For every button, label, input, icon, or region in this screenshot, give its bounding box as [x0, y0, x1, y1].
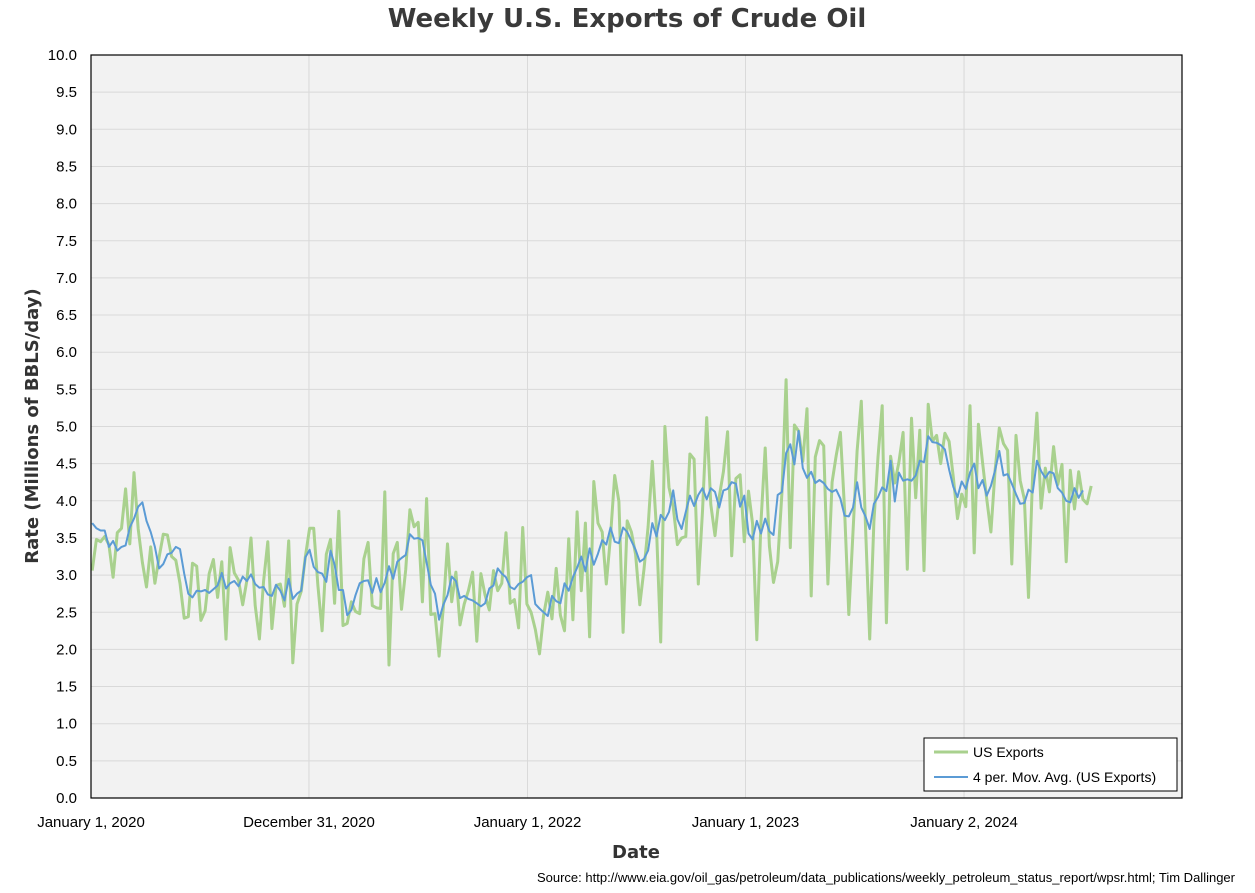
y-tick-label: 7.0: [56, 270, 77, 287]
y-tick-label: 1.0: [56, 716, 77, 733]
x-tick-label: December 31, 2020: [243, 814, 375, 831]
y-tick-label: 3.0: [56, 567, 77, 584]
x-tick-label: January 1, 2020: [37, 814, 145, 831]
y-tick-label: 2.0: [56, 641, 77, 658]
x-tick-label: January 1, 2023: [692, 814, 800, 831]
y-tick-label: 4.5: [56, 456, 77, 473]
legend: US Exports 4 per. Mov. Avg. (US Exports): [923, 737, 1178, 792]
y-tick-label: 4.0: [56, 493, 77, 510]
series-line-moving-average: [91, 430, 1084, 621]
chart-title: Weekly U.S. Exports of Crude Oil: [388, 4, 867, 34]
y-axis-tick-labels: 0.0 0.5 1.0 1.5 2.0 2.5 3.0 3.5 4.0 4.5 5.0 5.5 6.0 6…: [48, 47, 77, 807]
plot-border: [90, 54, 1183, 799]
y-axis-title: Rate (Millions of BBLS/day): [22, 288, 43, 563]
y-tick-label: 8.0: [56, 196, 77, 213]
y-tick-label: 6.0: [56, 344, 77, 361]
y-tick-label: 6.5: [56, 307, 77, 324]
legend-label-us-exports: US Exports: [973, 744, 1044, 760]
y-tick-label: 5.0: [56, 419, 77, 436]
legend-label-moving-average: 4 per. Mov. Avg. (US Exports): [973, 769, 1156, 785]
y-tick-label: 1.5: [56, 679, 77, 696]
y-tick-label: 2.5: [56, 604, 77, 621]
y-tick-label: 7.5: [56, 233, 77, 250]
x-axis-tick-labels: January 1, 2020 December 31, 2020 January …: [37, 814, 1018, 831]
y-tick-label: 10.0: [48, 47, 77, 64]
y-tick-label: 3.5: [56, 530, 77, 547]
y-tick-label: 8.5: [56, 158, 77, 175]
y-tick-label: 0.0: [56, 790, 77, 807]
x-tick-label: January 2, 2024: [910, 814, 1018, 831]
x-tick-label: January 1, 2022: [474, 814, 582, 831]
x-axis-title: Date: [612, 842, 660, 863]
legend-box: [923, 737, 1178, 792]
series-layer: [90, 378, 1093, 667]
y-tick-label: 9.5: [56, 84, 77, 101]
y-tick-label: 5.5: [56, 381, 77, 398]
source-note: Source: http://www.eia.gov/oil_gas/petro…: [537, 870, 1236, 885]
y-tick-label: 9.0: [56, 121, 77, 138]
y-tick-label: 0.5: [56, 753, 77, 770]
